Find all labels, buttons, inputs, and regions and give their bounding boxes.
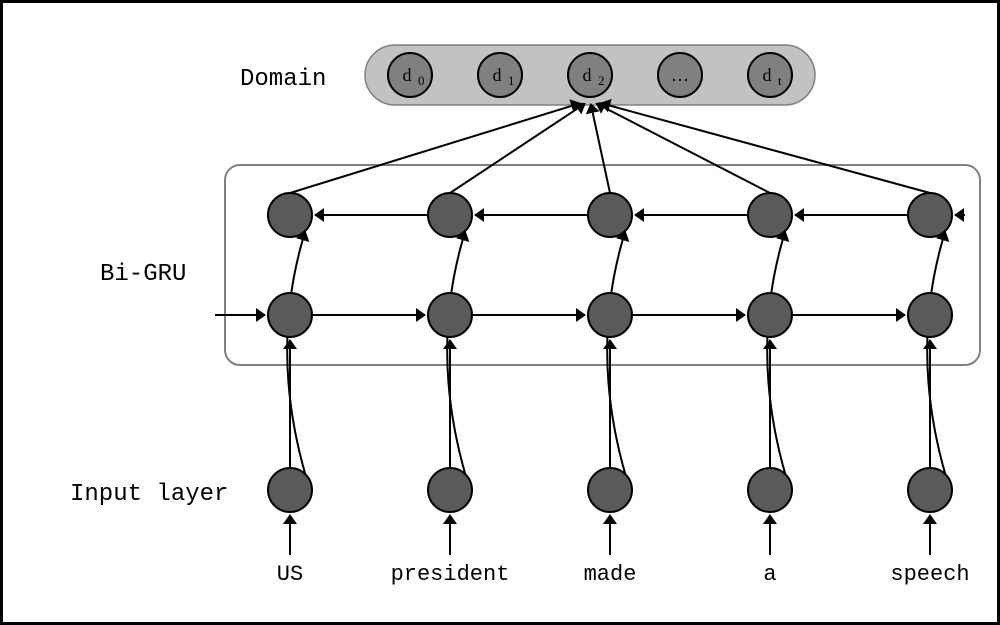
input-node [268, 468, 312, 512]
input-word: a [763, 562, 776, 587]
backward-gru-node [748, 193, 792, 237]
input-word: US [277, 562, 303, 587]
domain-node-sub: t [778, 73, 782, 88]
domain-node-sub: 1 [508, 73, 515, 88]
input-word: speech [890, 562, 969, 587]
input-word: president [391, 562, 510, 587]
input-layer-label: Input layer [70, 481, 228, 508]
forward-gru-node [908, 293, 952, 337]
input-node [908, 468, 952, 512]
domain-node-label: … [671, 65, 689, 85]
forward-gru-node [428, 293, 472, 337]
input-node [748, 468, 792, 512]
input-word: made [584, 562, 637, 587]
forward-gru-node [588, 293, 632, 337]
backward-gru-node [428, 193, 472, 237]
bigru-label: Bi-GRU [100, 261, 186, 288]
forward-gru-node [748, 293, 792, 337]
domain-label: Domain [240, 66, 326, 93]
forward-gru-node [268, 293, 312, 337]
bigru-diagram: d0d1d2…dtDomainBi-GRUInput layerUSpresid… [0, 0, 1000, 625]
domain-node-label: d [403, 65, 412, 85]
input-node [588, 468, 632, 512]
input-node [428, 468, 472, 512]
domain-node-sub: 0 [418, 73, 425, 88]
domain-node-label: d [493, 65, 502, 85]
domain-node-label: d [763, 65, 772, 85]
domain-node-sub: 2 [598, 73, 605, 88]
backward-gru-node [588, 193, 632, 237]
backward-gru-node [268, 193, 312, 237]
domain-node-label: d [583, 65, 592, 85]
backward-gru-node [908, 193, 952, 237]
